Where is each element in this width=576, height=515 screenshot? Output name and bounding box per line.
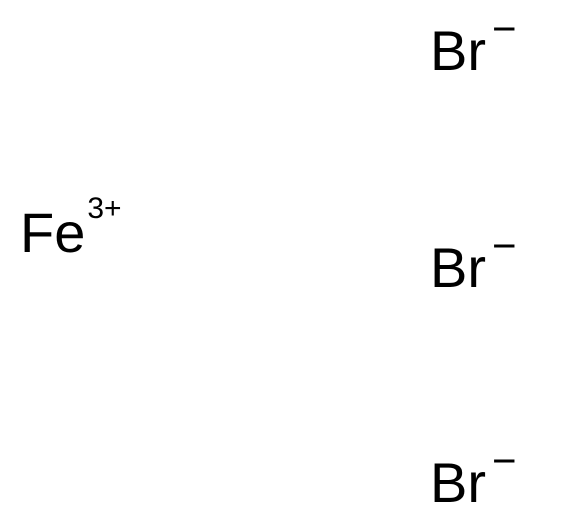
anion-br-2: Br − [430,235,517,300]
cation-charge: 3+ [87,194,121,224]
anion-element: Br [430,450,486,515]
anion-charge: − [492,8,517,50]
cation-element: Fe [20,200,85,265]
anion-element: Br [430,235,486,300]
anion-charge: − [492,440,517,482]
cation-fe: Fe 3+ [20,200,122,265]
anion-element: Br [430,18,486,83]
anion-br-3: Br − [430,450,517,515]
anion-br-1: Br − [430,18,517,83]
anion-charge: − [492,225,517,267]
